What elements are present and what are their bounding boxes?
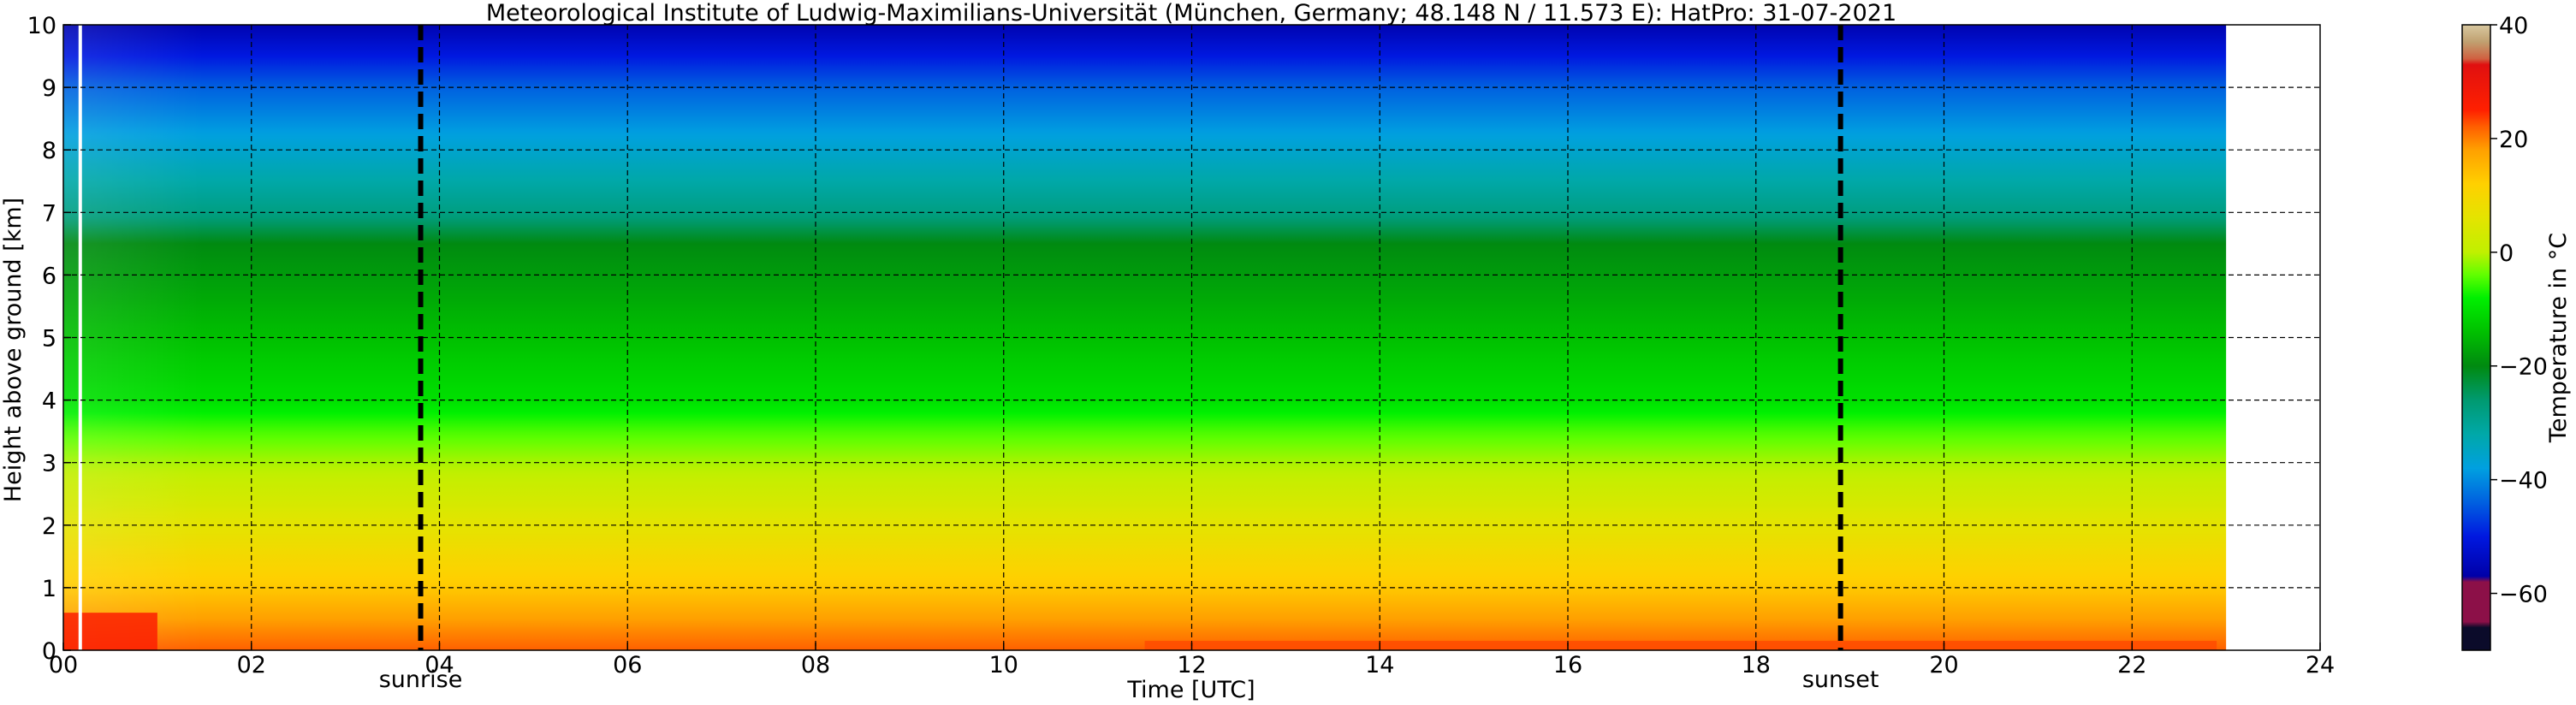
y-tick-label: 10 [27,13,56,39]
x-tick-label: 06 [613,652,642,678]
colorbar-tick-label: 20 [2499,127,2528,153]
colorbar-tick-label: −40 [2499,468,2548,495]
y-tick-label: 0 [42,638,56,665]
y-tick-label: 6 [42,263,56,289]
y-tick-label: 4 [42,388,56,415]
sun-markers: sunrise sunset [379,25,1879,693]
x-tick-label: 22 [2117,652,2146,678]
colorbar-tick-label: −20 [2499,354,2548,381]
sunrise-label: sunrise [379,666,463,693]
x-tick-label: 20 [1929,652,1958,678]
sunset-label: sunset [1802,666,1879,693]
x-tick-label: 16 [1553,652,1582,678]
x-tick-label: 18 [1742,652,1771,678]
x-tick-label: 08 [801,652,830,678]
colorbar: 40 20 0 −20 −40 −60 Temperature in °C [2461,13,2572,651]
y-tick-label: 1 [42,576,56,602]
x-tick-label: 00 [49,652,78,678]
x-tick-label: 14 [1365,652,1394,678]
x-tick-label: 24 [2306,652,2335,678]
plot-area: sunrise sunset 00 02 04 06 08 10 12 14 16 18 20 22 24… [27,13,2336,693]
chart-title: Meteorological Institute of Ludwig-Maxim… [486,0,1896,27]
y-tick-label: 3 [42,451,56,477]
colorbar-scale [2461,24,2491,651]
warm-layer-patch [1144,641,2217,650]
x-tick-label: 12 [1177,652,1206,678]
colorbar-ticks: 40 20 0 −20 −40 −60 [2490,13,2548,608]
x-tick-label: 04 [424,652,454,678]
y-tick-label: 2 [42,513,56,540]
y-tick-label: 7 [42,200,56,227]
y-tick-label: 8 [42,138,56,164]
y-axis-label: Height above ground [km] [0,198,27,502]
y-tick-label: 5 [42,326,56,352]
y-tick-label: 9 [42,75,56,102]
x-axis-label: Time [UTC] [1126,677,1255,703]
y-axis-ticks: 0 1 2 3 4 5 6 7 8 9 10 [27,13,71,665]
grid-lines [63,25,2320,650]
x-tick-label: 02 [237,652,266,678]
warm-layer-patch [63,613,157,650]
colorbar-label: Temperature in °C [2545,233,2572,443]
x-axis-ticks: 00 02 04 06 08 10 12 14 16 18 20 22 24 [49,643,2335,678]
colorbar-tick-label: 40 [2499,13,2528,39]
colorbar-tick-label: 0 [2499,240,2514,267]
x-tick-label: 10 [989,652,1018,678]
colorbar-tick-label: −60 [2499,582,2548,608]
